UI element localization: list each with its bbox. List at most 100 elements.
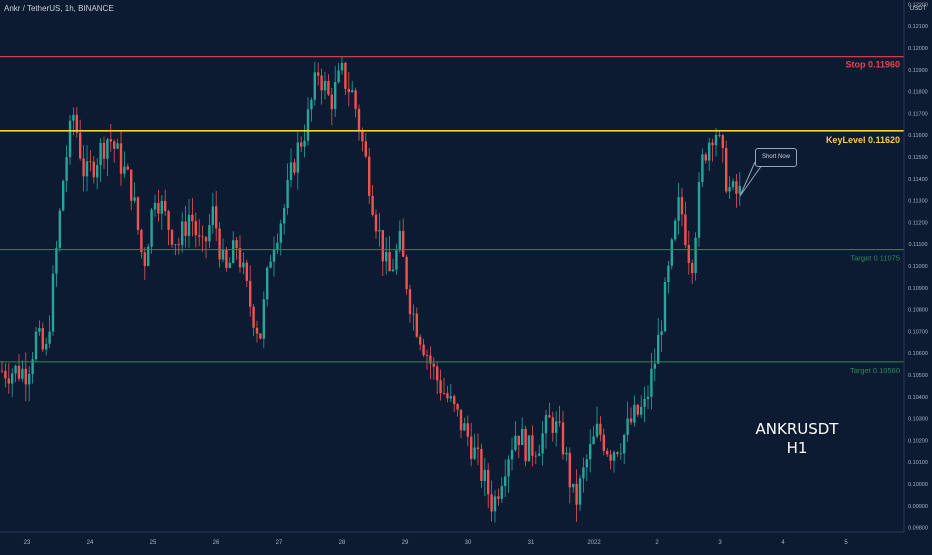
candle-body [453,396,456,405]
candle-body [191,214,194,222]
candle-body [208,225,211,242]
candle-body [731,181,735,188]
candle-body [286,180,289,209]
candle-body [432,363,435,367]
candle-body [92,161,95,178]
price-tick-label: 0.10600 [908,351,928,357]
candle-body [4,370,7,379]
candle-body [667,265,670,282]
time-axis[interactable]: 23 24 25 26 27 28 29 30 31 2022 2 3 4 5 [0,531,904,546]
short-now-callout[interactable]: Short Now [755,148,797,167]
candle-body [68,120,72,158]
candle-body [456,404,459,410]
candle-body [735,181,738,194]
candle-body [65,157,68,181]
candle-body [136,197,140,230]
candle-body [211,206,214,226]
candle-body [317,72,320,76]
candle-body [119,143,123,174]
candle-body [657,334,660,364]
candle-body [62,180,65,211]
price-tick-label: 0.10400 [908,395,928,401]
candle-body [266,267,269,300]
candle-body [446,393,449,399]
candle-body [184,221,187,236]
candle-body [602,434,605,451]
price-tick-label: 0.11900 [908,68,927,74]
price-tick-label: 0.10100 [908,460,928,466]
candle-body [72,114,75,121]
candle-body [334,82,337,110]
time-tick-label: 29 [402,540,409,546]
candle-body [11,373,14,384]
candle-body [609,454,612,461]
candle-body [272,249,276,262]
candle-body [718,134,721,136]
candle-body [347,88,350,93]
price-tick-label: 0.11100 [908,242,927,248]
time-tick-label: 23 [24,540,31,546]
candle-body [126,166,129,170]
candle-body [147,246,150,267]
candles [0,56,741,523]
candle-body [616,452,619,455]
candle-body [34,331,38,360]
candle-body [442,393,446,394]
candle-body [691,262,694,274]
candle-body [306,109,310,141]
candle-body [721,135,724,148]
candle-body [201,236,204,238]
candle-body [300,142,303,147]
price-tick-label: 0.09800 [908,526,928,532]
candle-body [592,436,595,445]
time-tick-label: 25 [150,540,157,546]
price-tick-label: 0.11000 [908,264,927,270]
price-tick-label: 0.12000 [908,46,928,52]
time-tick-label: 2 [655,540,659,546]
candle-body [711,142,714,146]
candle-body [310,99,313,110]
candle-body [521,428,524,445]
candle-body [242,262,245,268]
candle-body [459,409,463,431]
candle-body [425,355,429,356]
price-tick-label: 0.10200 [908,438,928,444]
candle-body [470,436,473,459]
candle-body [228,262,231,268]
candle-body [476,447,480,449]
candle-body [344,62,347,89]
candle-body [130,169,133,201]
candle-body [235,240,238,249]
candle-body [357,108,361,132]
candle-body [232,240,235,263]
axis-currency-label: USDT [910,6,927,12]
candle-body [381,230,384,262]
candle-body [701,154,704,183]
candle-body [327,80,330,95]
price-tick-label: 0.10800 [908,308,928,314]
price-tick-label: 0.10000 [908,482,928,488]
candle-body [565,452,568,455]
candle-body [385,251,388,262]
candle-body [626,418,629,435]
candle-body [589,444,592,460]
candle-body [323,80,327,91]
candle-body [694,237,697,274]
candle-body [670,239,673,266]
candle-body [17,365,21,379]
candle-body [354,90,357,109]
candle-body [109,139,112,142]
candle-body [289,162,293,181]
candle-body [31,359,34,375]
candle-body [113,141,116,149]
candle-body [578,478,582,505]
symbol-header: Ankr / TetherUS, 1h, BINANCE [4,4,114,13]
candle-body [449,396,452,399]
candle-body [153,202,157,210]
candle-body [106,139,109,159]
time-tick-label: 27 [276,540,283,546]
